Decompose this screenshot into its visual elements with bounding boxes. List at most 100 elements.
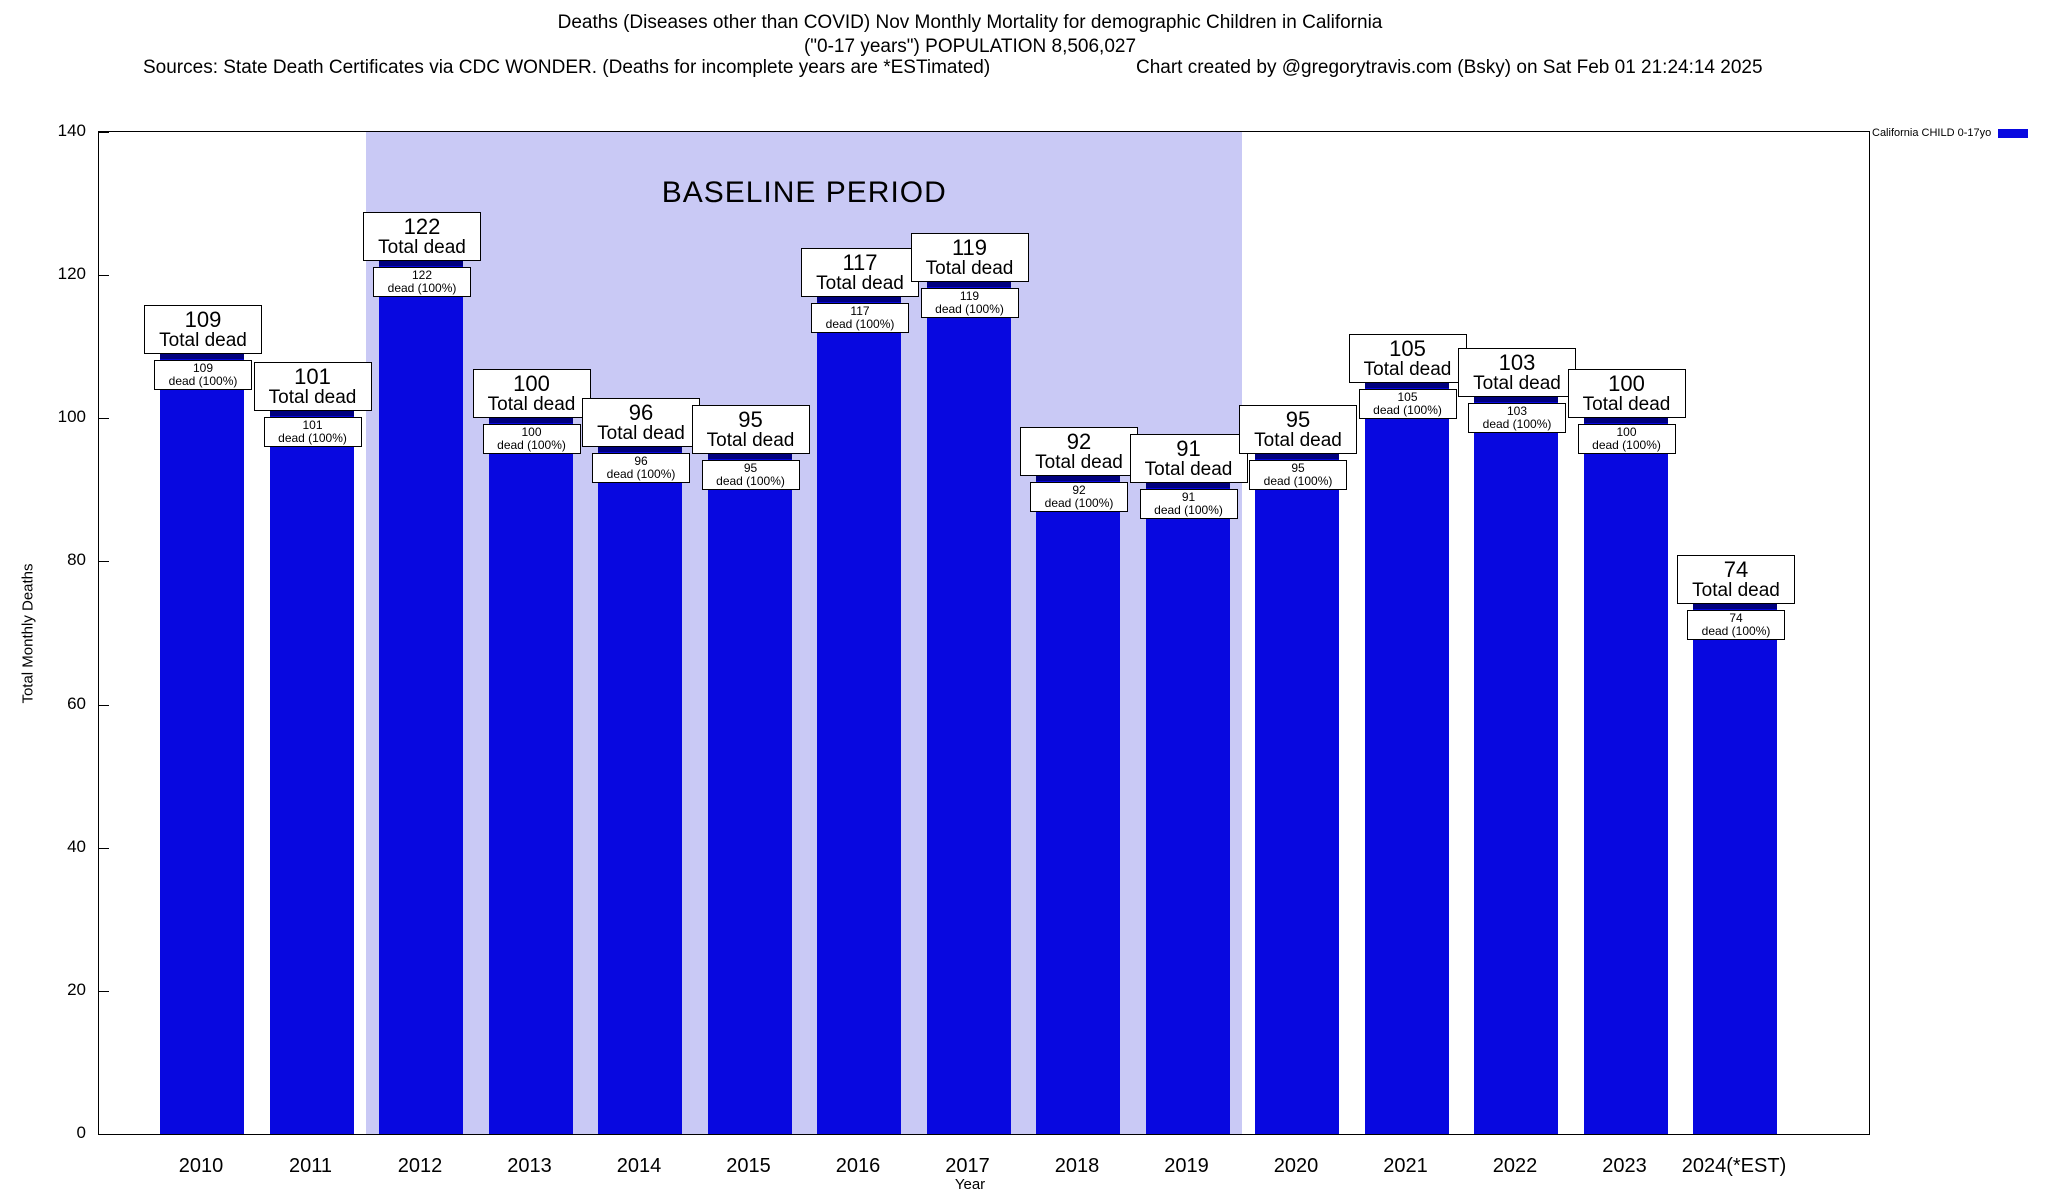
bar-total-text: Total dead xyxy=(268,387,357,409)
chart-credit: Chart created by @gregorytravis.com (Bsk… xyxy=(1136,57,1763,78)
x-tick-label: 2019 xyxy=(1164,1155,1209,1177)
bar-inner-label: 100 dead (100%) xyxy=(1577,424,1676,455)
y-tick-label: 140 xyxy=(57,121,86,140)
x-tick-label: 2021 xyxy=(1383,1155,1428,1177)
bar xyxy=(160,353,244,1134)
bar-total-value: 95 xyxy=(738,407,763,433)
bar-total-text: Total dead xyxy=(1144,458,1233,480)
bar-total-text: Total dead xyxy=(1473,372,1561,394)
bar xyxy=(269,411,354,1134)
bar-total-value: 91 xyxy=(1176,435,1201,461)
bar-total-text: Total dead xyxy=(706,430,795,452)
bar-inner-label: 103 dead (100%) xyxy=(1468,402,1566,433)
bar-total-value: 74 xyxy=(1723,557,1749,583)
bar-total-value: 100 xyxy=(1608,371,1645,397)
bar xyxy=(1145,482,1230,1134)
bar-inner-label: 95 dead (100%) xyxy=(701,460,800,491)
bar-total-label: 92 Total dead xyxy=(1020,426,1138,476)
bar xyxy=(1036,475,1120,1134)
bar-inner-label: 100 dead (100%) xyxy=(482,424,581,455)
bar-total-label: 109 Total dead xyxy=(144,304,262,354)
bar-inner-label: 92 dead (100%) xyxy=(1030,481,1128,512)
x-tick-label: 2024(*EST) xyxy=(1681,1155,1787,1177)
x-tick-label: 2010 xyxy=(178,1155,224,1177)
bar-total-label: 103 Total dead xyxy=(1458,347,1576,397)
bar-inner-label: 101 dead (100%) xyxy=(263,417,362,448)
chart-sources: Sources: State Death Certificates via CD… xyxy=(143,57,991,78)
bar xyxy=(707,454,792,1134)
bar-total-value: 119 xyxy=(951,235,988,261)
bar-total-label: 101 Total dead xyxy=(253,362,372,412)
y-tick-mark xyxy=(99,418,109,420)
bar-inner-label: 105 dead (100%) xyxy=(1358,388,1457,419)
bar-inner-value: 92 xyxy=(1072,482,1086,497)
bar-total-value: 96 xyxy=(628,399,654,425)
bar-total-text: Total dead xyxy=(925,258,1014,280)
bar-inner-text: dead (100%) xyxy=(278,431,347,446)
bar-inner-text: dead (100%) xyxy=(1154,502,1223,517)
bar-total-label: 91 Total dead xyxy=(1129,433,1248,483)
bar-total-text: Total dead xyxy=(1035,451,1123,473)
bar-total-text: Total dead xyxy=(1582,394,1671,416)
bar-inner-value: 122 xyxy=(411,267,433,282)
bar-total-value: 103 xyxy=(1498,349,1536,375)
bar-inner-label: 91 dead (100%) xyxy=(1139,488,1238,519)
y-tick-mark xyxy=(99,132,109,133)
bar-total-text: Total dead xyxy=(597,422,685,444)
bar-inner-label: 119 dead (100%) xyxy=(920,288,1019,319)
bar-total-value: 122 xyxy=(403,213,441,239)
y-axis-title: Total Monthly Deaths xyxy=(19,563,37,704)
y-tick-label: 40 xyxy=(67,836,86,856)
bar-total-value: 105 xyxy=(1389,335,1426,361)
bar-inner-text: dead (100%) xyxy=(387,280,457,295)
bar-inner-value: 103 xyxy=(1506,403,1528,418)
y-tick-mark xyxy=(99,275,109,277)
bar-total-text: Total dead xyxy=(1363,358,1452,380)
bar-total-text: Total dead xyxy=(816,272,904,294)
bar-total-text: Total dead xyxy=(159,329,247,351)
bar-inner-text: dead (100%) xyxy=(1701,624,1771,639)
bar-total-label: 100 Total dead xyxy=(1567,369,1686,419)
y-tick-mark xyxy=(99,704,109,706)
bar-inner-label: 109 dead (100%) xyxy=(154,359,252,390)
bar xyxy=(1364,382,1449,1134)
baseline-label: BASELINE PERIOD xyxy=(661,176,947,209)
bar-total-value: 117 xyxy=(842,249,878,275)
bar-inner-value: 74 xyxy=(1729,611,1743,626)
bar-inner-value: 95 xyxy=(743,461,758,476)
y-tick-mark xyxy=(99,847,109,849)
y-tick-mark xyxy=(99,990,109,992)
x-tick-label: 2013 xyxy=(507,1155,552,1177)
bar xyxy=(598,446,682,1134)
bar-inner-text: dead (100%) xyxy=(1263,474,1333,489)
bar-inner-text: dead (100%) xyxy=(825,316,895,331)
x-tick-label: 2020 xyxy=(1273,1155,1319,1177)
bar-inner-text: dead (100%) xyxy=(606,466,676,481)
bar-inner-value: 96 xyxy=(634,453,648,468)
bar xyxy=(1255,454,1339,1134)
bar xyxy=(1583,418,1668,1134)
chart-title: Deaths (Diseases other than COVID) Nov M… xyxy=(557,12,1383,33)
bar-total-label: 117 Total dead xyxy=(801,247,919,297)
x-tick-label: 2017 xyxy=(945,1155,990,1177)
x-tick-label: 2014 xyxy=(616,1155,662,1177)
bar-total-value: 95 xyxy=(1285,407,1311,433)
bar-inner-value: 95 xyxy=(1291,461,1305,476)
bar-inner-label: 74 dead (100%) xyxy=(1687,610,1785,641)
bar-inner-value: 91 xyxy=(1181,489,1196,504)
bar-inner-text: dead (100%) xyxy=(168,373,238,388)
bar-inner-text: dead (100%) xyxy=(1044,495,1114,510)
x-tick-label: 2022 xyxy=(1492,1155,1538,1177)
bar-total-text: Total dead xyxy=(378,236,466,258)
bar-total-label: 95 Total dead xyxy=(1239,405,1357,455)
bar-total-text: Total dead xyxy=(1692,580,1780,602)
bar-inner-label: 117 dead (100%) xyxy=(811,302,909,333)
bar-inner-label: 122 dead (100%) xyxy=(373,266,471,297)
x-tick-label: 2023 xyxy=(1602,1155,1647,1177)
plot-area: BASELINE PERIOD 109 Total dead 109 dead (100… xyxy=(98,131,1870,1135)
y-tick-label: 100 xyxy=(57,407,86,427)
bar xyxy=(1693,604,1777,1134)
bar-inner-text: dead (100%) xyxy=(1592,438,1661,453)
x-tick-label: 2016 xyxy=(835,1155,881,1177)
